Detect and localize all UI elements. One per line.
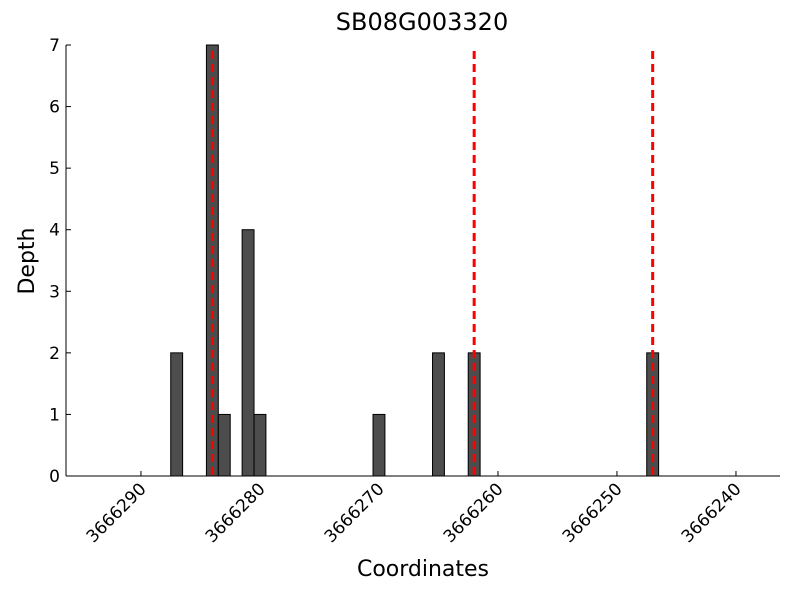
- bar: [217, 413, 231, 477]
- y-tick-label: 4: [49, 221, 60, 241]
- x-axis-label: Coordinates: [357, 557, 489, 582]
- bar: [372, 413, 386, 477]
- y-tick-label: 7: [49, 36, 60, 56]
- y-tick-label: 3: [49, 282, 60, 302]
- y-axis-label: Depth: [15, 227, 40, 294]
- bar: [170, 352, 184, 477]
- y-tick-label: 2: [49, 344, 60, 364]
- x-tick-label: 3666290: [83, 479, 151, 547]
- y-tick-label: 0: [49, 467, 60, 487]
- y-tick-label: 5: [49, 159, 60, 179]
- bar: [432, 352, 445, 477]
- bar: [253, 413, 267, 477]
- x-tick-label: 3666250: [559, 479, 627, 547]
- x-tick-label: 3666240: [678, 479, 746, 547]
- y-tick-label: 6: [49, 98, 60, 118]
- bar: [241, 229, 255, 477]
- chart-title: SB08G003320: [336, 8, 508, 36]
- x-tick-label: 3666280: [202, 479, 270, 547]
- y-tick-label: 1: [49, 405, 60, 425]
- x-tick-label: 3666270: [321, 479, 389, 547]
- x-tick-label: 3666260: [440, 479, 508, 547]
